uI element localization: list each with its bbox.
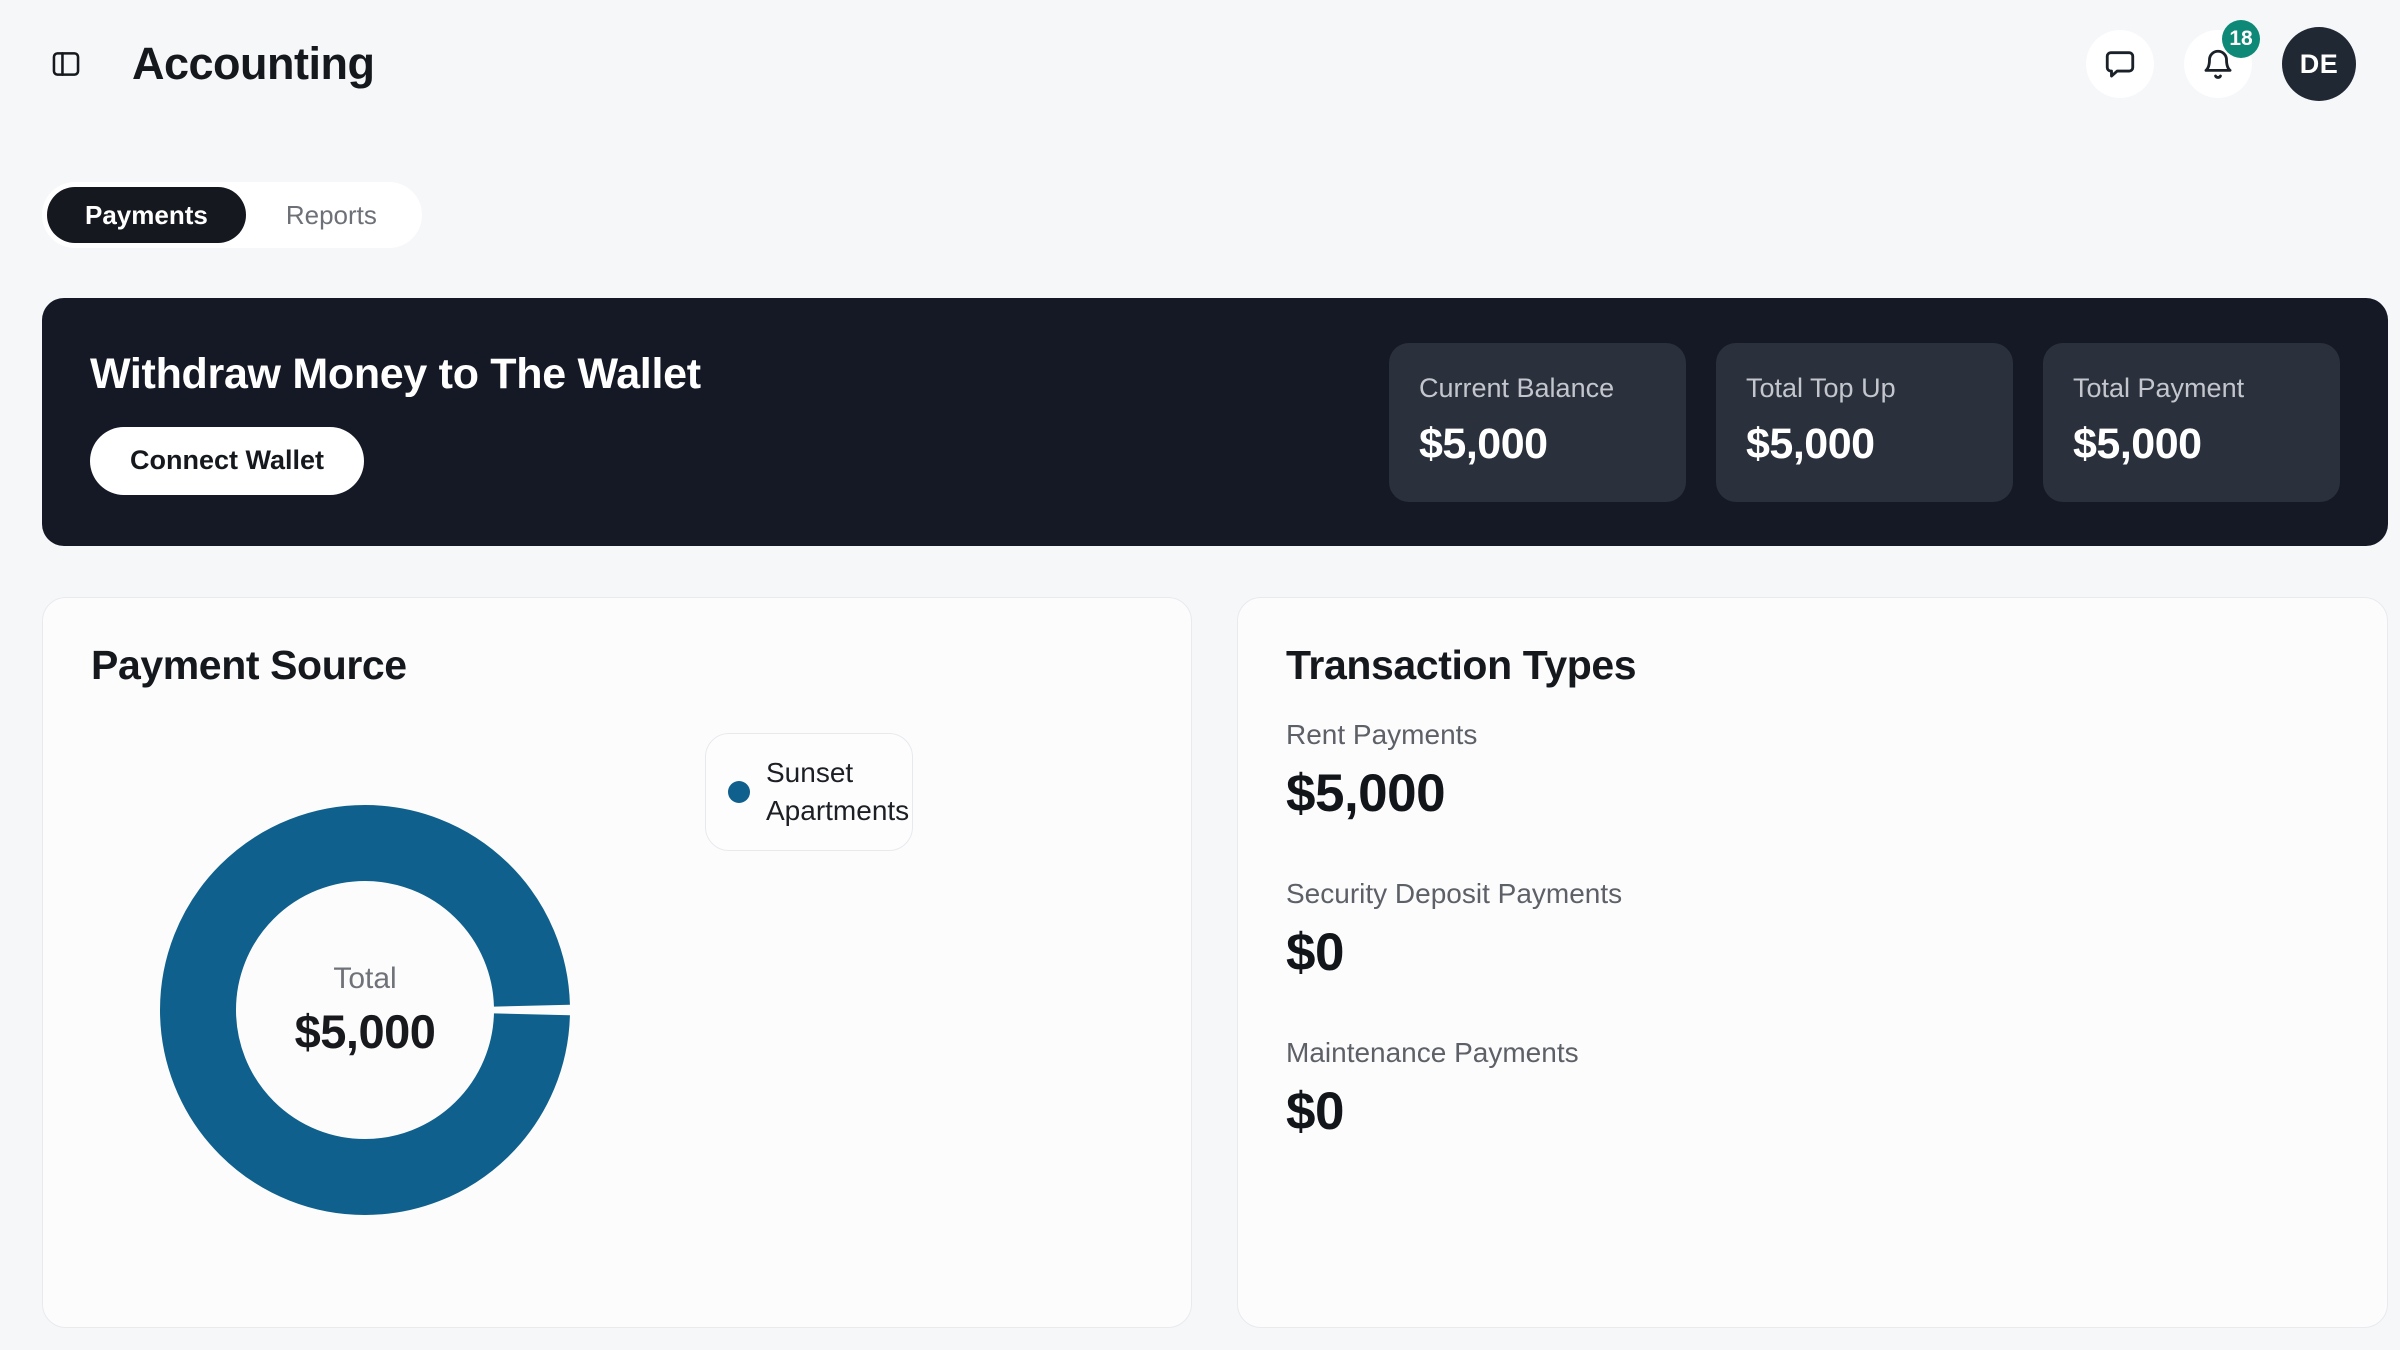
tab-payments[interactable]: Payments [47,187,246,243]
banner-stats: Current Balance $5,000 Total Top Up $5,0… [1389,342,2340,502]
transaction-row-maintenance: Maintenance Payments $0 [1286,1037,2339,1142]
payment-source-card: Payment Source Total $5,000 Sunset Apart… [42,597,1192,1328]
bell-icon [2201,47,2235,81]
payment-source-title: Payment Source [91,642,407,688]
stat-card-total-top-up: Total Top Up $5,000 [1716,342,2013,502]
transaction-row-rent: Rent Payments $5,000 [1286,719,2339,824]
stat-label: Total Top Up [1746,372,1896,403]
transaction-types-title: Transaction Types [1286,642,1637,688]
sidebar-toggle-button[interactable] [42,40,90,88]
donut-ring[interactable] [160,805,570,1215]
legend-label: Sunset Apartments [766,757,910,826]
chat-bubble-icon [2103,47,2137,81]
withdraw-banner: Withdraw Money to The Wallet Connect Wal… [42,298,2388,546]
stat-label: Current Balance [1419,372,1615,403]
transaction-type-rows: Rent Payments $5,000 Security Deposit Pa… [1238,689,2387,1142]
chart-legend: Sunset Apartments [705,733,913,851]
stat-value: $5,000 [2073,419,2202,468]
page-title: Accounting [132,38,375,89]
messages-button[interactable] [2086,30,2154,98]
stat-value: $5,000 [1419,419,1548,468]
transaction-row-security-deposit: Security Deposit Payments $0 [1286,878,2339,983]
tab-reports[interactable]: Reports [246,187,417,243]
connect-wallet-button[interactable]: Connect Wallet [90,426,365,495]
tab-bar: Payments Reports [42,182,422,248]
stat-value: $5,000 [1746,419,1875,468]
transaction-row-value: $5,000 [1286,764,1446,823]
notifications-button[interactable]: 18 [2184,20,2260,98]
stat-card-current-balance: Current Balance $5,000 [1389,342,1686,502]
payment-source-donut-chart: Total $5,000 [160,805,570,1215]
transaction-row-label: Maintenance Payments [1286,1037,1579,1068]
transaction-types-card: Transaction Types Rent Payments $5,000 S… [1237,597,2388,1328]
header-left: Accounting [42,38,375,90]
transaction-row-value: $0 [1286,1082,1344,1141]
withdraw-banner-title: Withdraw Money to The Wallet [90,349,701,398]
transaction-row-value: $0 [1286,923,1344,982]
panel-left-icon [49,47,83,81]
legend-dot [728,781,750,803]
transaction-row-label: Security Deposit Payments [1286,878,1623,909]
stat-label: Total Payment [2073,372,2245,403]
header-right: 18 DE [2086,20,2356,101]
avatar[interactable]: DE [2282,27,2356,101]
transaction-row-label: Rent Payments [1286,719,1478,750]
notification-badge: 18 [2222,20,2260,58]
withdraw-banner-left: Withdraw Money to The Wallet Connect Wal… [90,350,701,495]
stat-card-total-payment: Total Payment $5,000 [2043,342,2340,502]
header: Accounting 18 DE [42,20,2356,104]
